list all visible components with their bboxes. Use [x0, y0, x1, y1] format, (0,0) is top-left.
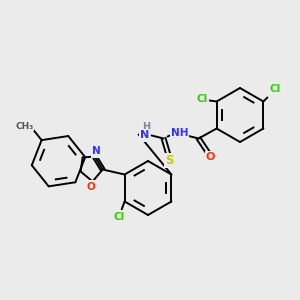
Text: Cl: Cl — [197, 94, 208, 103]
Text: Cl: Cl — [270, 85, 281, 94]
Text: O: O — [206, 152, 215, 163]
Text: N: N — [140, 130, 149, 140]
Text: O: O — [86, 182, 95, 191]
Text: S: S — [165, 154, 174, 167]
Text: Cl: Cl — [114, 212, 125, 221]
Text: NH: NH — [171, 128, 188, 137]
Text: H: H — [142, 122, 151, 133]
Text: CH₃: CH₃ — [15, 122, 34, 130]
Text: N: N — [92, 146, 101, 157]
